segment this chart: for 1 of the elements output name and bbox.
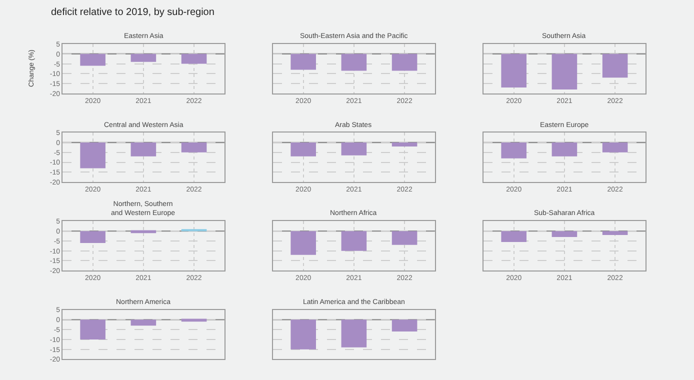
text: deficit relative to 2019, by sub-region — [51, 7, 214, 18]
